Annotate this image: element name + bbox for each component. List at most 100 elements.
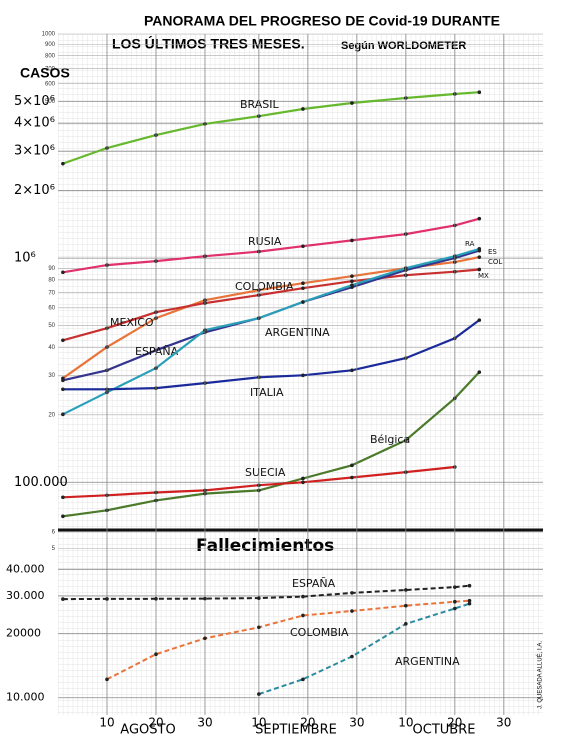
month-label: SEPTIEMBRE <box>255 723 337 737</box>
y-tick-label: 100.000 <box>14 475 68 490</box>
series-line <box>62 268 480 342</box>
data-point <box>477 370 482 374</box>
data-point <box>404 588 408 592</box>
data-point <box>301 281 305 286</box>
data-point <box>301 594 305 599</box>
data-point <box>477 90 482 94</box>
data-point <box>350 101 354 105</box>
series-end-label: MX <box>478 272 489 280</box>
data-point <box>453 606 457 611</box>
minor-tick-label: 80 <box>48 277 55 283</box>
data-point <box>404 622 408 626</box>
minor-tick-label: 800 <box>45 53 56 59</box>
series-end-label: RA <box>465 240 475 248</box>
minor-tick-label: 90 <box>48 266 55 272</box>
minor-tick-label: 600 <box>45 81 56 87</box>
data-point <box>350 463 354 468</box>
x-tick-label: 20 <box>300 716 315 730</box>
minor-tick-label: 70 <box>48 290 55 296</box>
data-point <box>257 692 261 696</box>
series-line <box>62 217 480 274</box>
data-point <box>61 378 65 383</box>
y-tick-label: 2×10⁶ <box>14 183 55 198</box>
series-line <box>258 602 470 696</box>
data-point <box>301 107 305 111</box>
data-point <box>350 283 354 288</box>
y-tick-label: 20000 <box>6 627 41 640</box>
data-point <box>257 625 261 630</box>
data-point <box>301 373 305 378</box>
y-tick-label: 4×10⁶ <box>14 116 55 131</box>
title: PANORAMA DEL PROGRESO DE Covid-19 DURANT… <box>144 13 500 29</box>
data-point <box>477 267 482 272</box>
data-point <box>404 603 408 608</box>
minor-tick-label: 5 <box>52 546 56 552</box>
data-point <box>350 368 354 373</box>
data-point <box>467 601 472 606</box>
series-end-label: COL <box>488 258 502 266</box>
panel-title: CASOS <box>20 65 70 81</box>
x-tick-label: 10 <box>398 716 413 730</box>
series-label: BRASIL <box>240 98 279 111</box>
data-point <box>61 270 65 275</box>
data-point <box>203 596 207 601</box>
data-point <box>453 599 457 604</box>
data-point <box>61 514 65 519</box>
data-point <box>477 247 482 251</box>
x-tick-label: 30 <box>349 716 364 730</box>
series-label: ARGENTINA <box>265 326 330 339</box>
data-point <box>467 598 472 603</box>
data-point <box>350 238 354 243</box>
y-tick-label: 5×10⁶ <box>14 94 55 109</box>
data-point <box>154 596 158 601</box>
series-label: COLOMBIA <box>235 280 294 293</box>
minor-tick-label: 30 <box>48 373 55 379</box>
minor-tick-label: 20 <box>48 412 55 418</box>
data-point <box>350 609 354 613</box>
series-line <box>62 584 470 601</box>
minor-tick-label: 700 <box>45 66 56 72</box>
series-label: ARGENTINA <box>395 655 460 668</box>
panel-title: Fallecimientos <box>196 536 334 556</box>
series-end-label: ES <box>488 248 497 256</box>
y-tick-label: 10.000 <box>6 691 45 704</box>
data-point <box>477 318 482 322</box>
data-point <box>61 338 65 343</box>
data-point <box>257 596 261 600</box>
minor-tick-label: 6 <box>52 530 56 536</box>
data-point <box>301 300 305 304</box>
minor-tick-label: 50 <box>48 323 55 329</box>
data-point <box>301 677 305 682</box>
y-tick-label: 3×10⁶ <box>14 144 55 159</box>
subtitle: LOS ÚLTIMOS TRES MESES. <box>112 35 305 52</box>
data-point <box>61 597 65 601</box>
data-point <box>467 583 472 588</box>
source: Según WORLDOMETER <box>341 40 466 52</box>
y-tick-label: 30.000 <box>6 589 45 602</box>
x-tick-label: 30 <box>197 716 212 730</box>
data-point <box>350 279 354 284</box>
data-point <box>61 495 65 500</box>
series-line <box>62 247 480 416</box>
data-point <box>105 597 109 601</box>
data-point <box>301 480 305 485</box>
data-point <box>301 613 305 618</box>
month-label: AGOSTO <box>120 723 175 737</box>
data-point <box>453 585 457 589</box>
data-point <box>477 255 482 259</box>
minor-tick-label: 900 <box>45 42 56 48</box>
series-label: ESPAÑA <box>135 345 179 358</box>
y-tick-label: 10⁶ <box>14 251 36 266</box>
series-label: ITALIA <box>250 386 284 399</box>
data-point <box>61 161 65 166</box>
minor-tick-label: 60 <box>48 305 55 311</box>
data-point <box>301 286 305 291</box>
series-label: MEXICO <box>110 316 154 329</box>
series-line <box>106 599 470 681</box>
data-point <box>477 216 482 221</box>
data-point <box>350 274 354 278</box>
data-point <box>350 654 354 659</box>
series-label: SUECIA <box>245 466 286 479</box>
series-line <box>62 91 480 165</box>
